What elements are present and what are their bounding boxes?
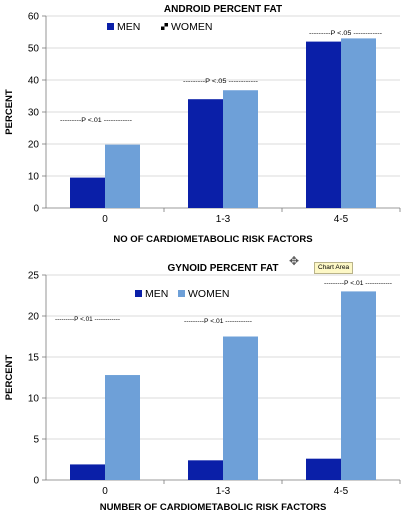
x-tick-label: 4-5: [334, 214, 349, 225]
y-tick-label: 60: [28, 12, 40, 23]
bar-men-0: [70, 464, 105, 480]
gynoid-fat-chart-svg: 0 5 10 15 20 25 0 1-3 4-5 ---------P <.01 -------…: [4, 263, 401, 513]
p-value-annotation: ---------P <.01 ------------: [55, 317, 120, 323]
legend-label-men: MEN: [117, 21, 140, 33]
android-fat-chart-svg: 0 10 20 30 40 50 60 0 1-3 4-5 ---------P <.01 ----…: [4, 4, 401, 245]
x-tick-label: 0: [102, 486, 108, 497]
bar-women-4-5: [341, 38, 376, 209]
android-chart-title: ANDROID PERCENT FAT: [164, 4, 282, 15]
bar-women-0: [105, 375, 140, 480]
p-value-annotation: ---------P <.05 ------------: [309, 31, 382, 37]
y-tick-label: 15: [28, 353, 40, 364]
legend-swatch-women-check: [161, 23, 165, 27]
android-x-axis-label: NO OF CARDIOMETABOLIC RISK FACTORS: [113, 234, 312, 245]
y-tick-label: 25: [28, 271, 40, 282]
gynoid-fat-chart[interactable]: 0 5 10 15 20 25 0 1-3 4-5 ---------P <.01 -------…: [0, 256, 406, 513]
bar-women-0: [105, 144, 140, 208]
x-tick-label: 1-3: [216, 214, 231, 225]
legend-swatch-women-check: [164, 26, 168, 30]
y-tick-label: 10: [28, 394, 40, 405]
bar-women-4-5: [341, 291, 376, 480]
bar-women-1-3: [223, 90, 258, 208]
p-value-annotation: ---------P <.01 ------------: [184, 319, 252, 325]
android-fat-chart[interactable]: 0 10 20 30 40 50 60 0 1-3 4-5 ---------P <.01 ----…: [0, 0, 406, 252]
y-tick-label: 10: [28, 172, 40, 183]
legend-swatch-women: [178, 290, 185, 297]
legend-swatch-men: [107, 23, 114, 30]
gynoid-y-axis-label: PERCENT: [4, 355, 15, 401]
legend-label-women: WOMEN: [188, 288, 229, 300]
chart-area-tooltip: Chart Area: [314, 262, 354, 274]
bar-men-4-5: [306, 41, 341, 208]
move-cursor-icon: ✥: [289, 254, 300, 268]
y-tick-label: 50: [28, 44, 40, 55]
p-value-annotation: ---------P <.05 ------------: [183, 79, 258, 85]
p-value-annotation: ---------P <.01 ------------: [324, 281, 392, 287]
bar-men-1-3: [188, 460, 223, 480]
y-tick-label: 0: [33, 204, 39, 215]
legend-label-men: MEN: [145, 288, 168, 300]
y-tick-label: 30: [28, 108, 40, 119]
y-tick-label: 20: [28, 140, 40, 151]
legend-label-women: WOMEN: [171, 21, 212, 33]
y-tick-label: 20: [28, 312, 40, 323]
x-tick-label: 4-5: [334, 486, 349, 497]
bar-men-4-5: [306, 458, 341, 480]
bar-men-1-3: [188, 99, 223, 208]
y-tick-label: 0: [33, 476, 39, 487]
bar-women-1-3: [223, 336, 258, 480]
y-tick-label: 5: [33, 435, 39, 446]
gynoid-x-axis-label: NUMBER OF CARDIOMETABOLIC RISK FACTORS: [100, 502, 327, 513]
gynoid-chart-title: GYNOID PERCENT FAT: [168, 263, 279, 274]
android-y-axis-label: PERCENT: [4, 89, 15, 135]
p-value-annotation: ---------P <.01 ------------: [60, 118, 132, 124]
y-tick-label: 40: [28, 76, 40, 87]
x-tick-label: 0: [102, 214, 108, 225]
x-tick-label: 1-3: [216, 486, 231, 497]
legend-swatch-men: [135, 290, 142, 297]
bar-men-0: [70, 177, 105, 208]
